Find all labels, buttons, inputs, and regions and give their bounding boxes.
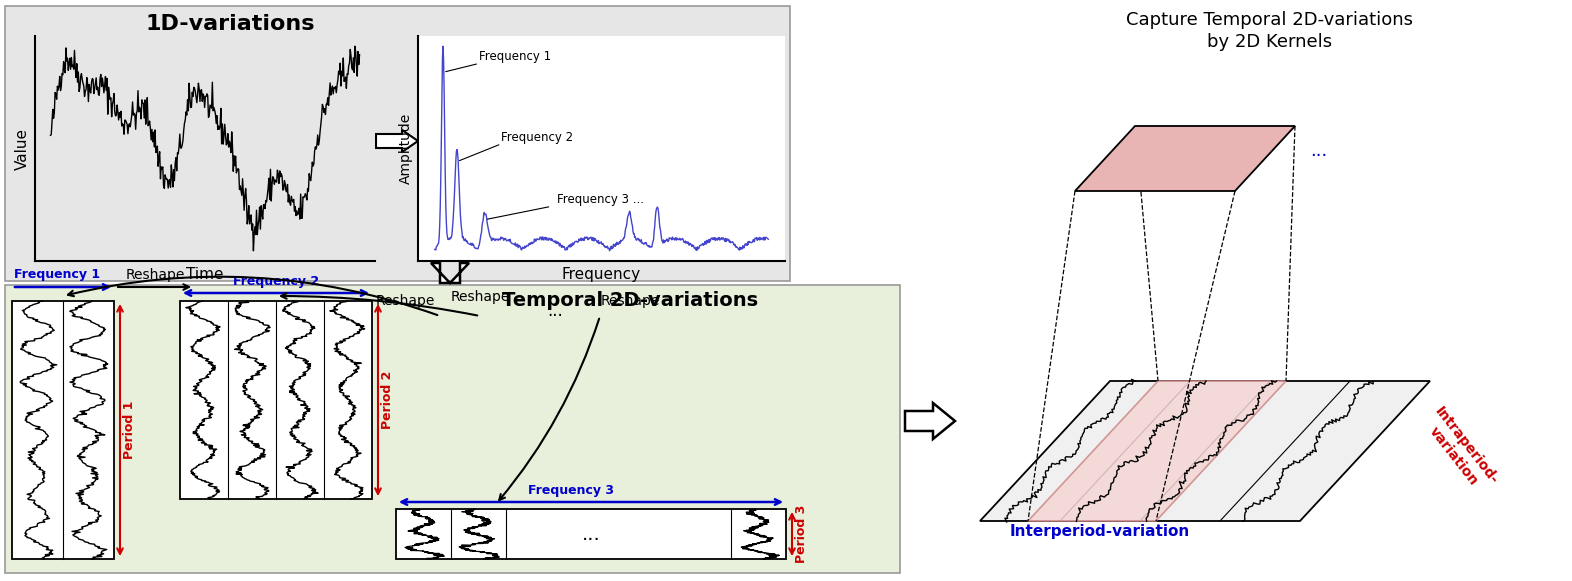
Text: Frequency 3: Frequency 3 xyxy=(528,484,615,497)
Text: Reshape: Reshape xyxy=(126,268,184,282)
Text: Frequency 3 ...: Frequency 3 ... xyxy=(556,193,645,206)
Polygon shape xyxy=(376,130,418,152)
Bar xyxy=(13,301,115,559)
Text: Period 1: Period 1 xyxy=(123,401,137,459)
Text: by 2D Kernels: by 2D Kernels xyxy=(1207,33,1333,51)
Text: Intraperiod-
variation: Intraperiod- variation xyxy=(1420,404,1501,497)
Text: Period 2: Period 2 xyxy=(380,371,395,429)
Polygon shape xyxy=(1028,381,1286,521)
Text: Capture Temporal 2D-variations: Capture Temporal 2D-variations xyxy=(1127,11,1413,29)
Text: 1D-variations: 1D-variations xyxy=(145,14,314,34)
Bar xyxy=(5,6,791,281)
Text: ...: ... xyxy=(1309,142,1327,160)
Y-axis label: Amplitude: Amplitude xyxy=(398,113,412,184)
Text: Reshape: Reshape xyxy=(376,294,435,308)
Text: Reshape: Reshape xyxy=(450,290,509,304)
Text: Frequency 1: Frequency 1 xyxy=(14,268,101,281)
Polygon shape xyxy=(905,403,956,439)
Polygon shape xyxy=(1075,126,1295,191)
Bar xyxy=(5,285,901,573)
Text: Interperiod-variation: Interperiod-variation xyxy=(1009,524,1190,539)
Text: Frequency 2: Frequency 2 xyxy=(233,275,319,288)
Text: ...: ... xyxy=(582,525,601,543)
Text: ...: ... xyxy=(547,302,563,320)
Text: Reshape: Reshape xyxy=(601,294,660,308)
Bar xyxy=(396,509,786,559)
Polygon shape xyxy=(431,263,468,283)
Text: Frequency 1: Frequency 1 xyxy=(479,51,552,63)
Bar xyxy=(181,301,373,499)
X-axis label: Time: Time xyxy=(185,267,223,282)
Text: Period 3: Period 3 xyxy=(795,505,808,563)
Y-axis label: Value: Value xyxy=(14,127,30,170)
Text: Temporal 2D-variations: Temporal 2D-variations xyxy=(501,291,758,310)
Polygon shape xyxy=(979,381,1431,521)
Text: Frequency 2: Frequency 2 xyxy=(501,131,574,144)
X-axis label: Frequency: Frequency xyxy=(561,267,641,282)
